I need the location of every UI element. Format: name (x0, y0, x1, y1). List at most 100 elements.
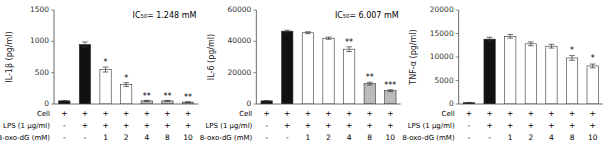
row-value: + (164, 121, 170, 130)
significance: ** (366, 73, 374, 82)
error-cap (326, 39, 332, 40)
error-line (349, 47, 350, 52)
error-cap (487, 37, 493, 38)
row-value: + (305, 121, 311, 130)
error-cap (528, 45, 534, 46)
error-line (551, 44, 552, 48)
y-tick (456, 33, 459, 34)
error-cap (569, 60, 575, 61)
row-value: - (468, 133, 471, 142)
bar (364, 84, 375, 104)
bar (120, 85, 131, 104)
y-axis (54, 10, 55, 104)
significance: *** (384, 81, 396, 90)
x-axis (54, 104, 198, 105)
row-value: + (486, 109, 492, 118)
y-tick (253, 72, 256, 73)
row-value: + (82, 109, 88, 118)
error-cap (82, 46, 88, 47)
error-cap (466, 102, 472, 103)
marks (463, 34, 598, 104)
y-tick-label: 40000 (227, 36, 251, 45)
significance: ** (163, 92, 171, 101)
row-value: 2 (326, 133, 331, 142)
panel: 050010001500IL-1β (pg/ml)********IC₅₀= 1… (0, 5, 198, 142)
row-value: + (387, 109, 393, 118)
error-cap (144, 101, 150, 102)
error-bar (103, 67, 109, 72)
row-value: + (325, 121, 331, 130)
row-label: 8-oxo-dG (mM) (0, 134, 50, 142)
error-cap (264, 100, 270, 101)
row-label: 8-oxo-dG (mM) (200, 134, 253, 142)
row-value: 10 (386, 133, 396, 142)
y-tick-label: 0 (247, 99, 252, 108)
y-tick (456, 10, 459, 11)
error-line (489, 37, 490, 41)
significance: ** (143, 92, 151, 101)
error-bar (123, 83, 129, 87)
marks (59, 42, 194, 104)
row-label: LPS (1 μg/ml) (205, 122, 252, 130)
panel: 05000100001500020000TNF-α (pg/ml)**Cell+… (402, 5, 603, 142)
x-axis (256, 104, 400, 105)
row-value: + (185, 121, 191, 130)
row-label: LPS (1 μg/ml) (408, 122, 455, 130)
error-bar (305, 32, 311, 34)
error-cap (61, 101, 67, 102)
error-cap (284, 32, 290, 33)
error-cap (61, 100, 67, 101)
y-tick (51, 104, 54, 105)
row-value: + (548, 109, 554, 118)
row-value: 4 (549, 133, 554, 142)
row-value: + (590, 121, 596, 130)
y-tick (456, 104, 459, 105)
error-bar (264, 100, 270, 102)
error-cap (590, 64, 596, 65)
y-tick-label: 5000 (435, 76, 454, 85)
y-tick-label: 0 (449, 99, 454, 108)
row-label: 8-oxo-dG (mM) (402, 134, 455, 142)
bar (261, 101, 272, 104)
row-value: 2 (528, 133, 533, 142)
row-value: 8 (165, 133, 170, 142)
y-tick (253, 41, 256, 42)
significance: ** (345, 38, 353, 47)
row-value: + (305, 109, 311, 118)
error-bar (590, 64, 596, 68)
row-value: + (346, 109, 352, 118)
error-cap (165, 101, 171, 102)
y-tick (456, 80, 459, 81)
y-axis (256, 10, 257, 104)
y-tick-label: 20000 (430, 5, 454, 14)
error-bar (326, 37, 332, 39)
y-axis-label: IL-6 (pg/ml) (207, 34, 216, 80)
row-value: 4 (144, 133, 149, 142)
row-label: Cell (239, 110, 252, 118)
error-line (592, 64, 593, 68)
row-value: + (569, 109, 575, 118)
annotation: IC₅₀= 1.248 mM (133, 11, 197, 20)
error-cap (264, 101, 270, 102)
y-axis-label: TNF-α (pg/ml) (409, 29, 418, 85)
x-axis (459, 104, 603, 105)
row-value: + (284, 121, 290, 130)
row-value: + (387, 121, 393, 130)
row-value: - (63, 133, 66, 142)
error-cap (367, 85, 373, 86)
error-cap (388, 91, 394, 92)
row-value: - (84, 133, 87, 142)
error-cap (123, 86, 129, 87)
row-value: + (144, 109, 150, 118)
bar (79, 44, 90, 104)
row-value: + (82, 121, 88, 130)
y-tick-label: 60000 (227, 5, 251, 14)
error-bar (284, 30, 290, 32)
panel: 0200004000060000IL-6 (pg/ml)*******IC₅₀=… (200, 5, 401, 142)
row-value: + (144, 121, 150, 130)
error-line (105, 67, 106, 72)
row-label: LPS (1 μg/ml) (3, 122, 50, 130)
bar (525, 44, 536, 104)
y-tick-label: 1500 (30, 5, 49, 14)
row-value: + (466, 109, 472, 118)
